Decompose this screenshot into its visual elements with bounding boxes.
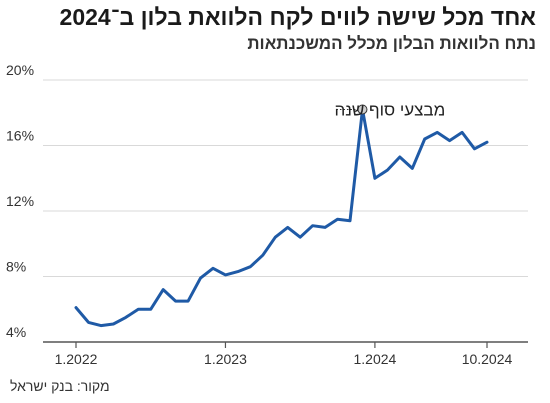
data-point	[236, 270, 240, 274]
data-point	[460, 130, 464, 134]
y-tick-label: 12%	[6, 193, 34, 209]
data-point	[448, 139, 452, 143]
data-point	[174, 299, 178, 303]
y-tick-label: 20%	[6, 62, 34, 78]
data-point	[435, 130, 439, 134]
annotation-label: מבצעי סוף שנה	[334, 100, 445, 119]
x-tick-label: 1.2022	[55, 351, 98, 367]
data-point	[223, 273, 227, 277]
x-tick-label: 1.2023	[204, 351, 247, 367]
data-point	[74, 306, 78, 310]
x-tick-label: 10.2024	[462, 351, 513, 367]
data-point	[348, 219, 352, 223]
data-point	[248, 265, 252, 269]
data-point	[473, 147, 477, 151]
chart-subtitle: נתח הלוואות הבלון מכלל המשכנתאות	[247, 34, 536, 53]
y-tick-label: 16%	[6, 128, 34, 144]
data-point	[124, 315, 128, 319]
data-point	[136, 307, 140, 311]
y-tick-label: 8%	[6, 259, 26, 275]
data-point	[410, 166, 414, 170]
data-point	[111, 322, 115, 326]
data-point	[99, 324, 103, 328]
annotation-marker	[357, 104, 368, 115]
x-tick-label: 1.2024	[353, 351, 396, 367]
source-note: מקור: בנק ישראל	[10, 378, 110, 394]
data-point	[286, 225, 290, 229]
series-line	[74, 108, 489, 328]
chart-title: אחד מכל שישה לווים לקח הלוואת בלון ב־202…	[59, 4, 536, 30]
data-point	[373, 176, 377, 180]
grid-lines: 4% 8% 12% 16% 20%	[6, 62, 528, 343]
data-point	[423, 137, 427, 141]
series-layer	[74, 108, 489, 328]
data-point	[485, 140, 489, 144]
data-point	[385, 168, 389, 172]
y-tick-label: 4%	[6, 324, 26, 340]
data-point	[398, 155, 402, 159]
data-point	[298, 235, 302, 239]
data-point	[199, 276, 203, 280]
data-point	[311, 224, 315, 228]
data-point	[211, 266, 215, 270]
data-point	[149, 307, 153, 311]
data-point	[273, 235, 277, 239]
x-axis: 1.2022 1.2023 1.2024 10.2024	[55, 342, 513, 367]
data-point	[186, 299, 190, 303]
annotation: מבצעי סוף שנה	[334, 100, 445, 119]
data-point	[261, 253, 265, 257]
data-point	[86, 320, 90, 324]
data-point	[323, 225, 327, 229]
data-point	[161, 288, 165, 292]
data-point	[336, 217, 340, 221]
